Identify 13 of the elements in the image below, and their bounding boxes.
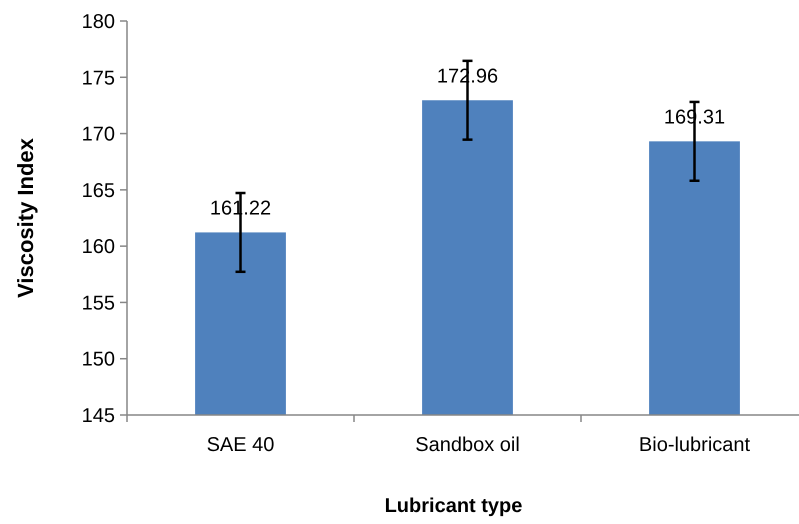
y-tick-label: 150 bbox=[82, 348, 115, 371]
y-tick-label: 145 bbox=[82, 405, 115, 427]
x-tick-label: SAE 40 bbox=[206, 434, 274, 456]
y-tick-label: 175 bbox=[82, 67, 115, 90]
x-tick-label: Bio-lubricant bbox=[638, 434, 751, 456]
y-tick-label: 160 bbox=[82, 236, 115, 258]
y-tick-label: 165 bbox=[82, 180, 115, 202]
y-tick-label: 180 bbox=[82, 11, 115, 33]
y-axis-title: Viscosity Index bbox=[13, 137, 38, 298]
y-tick-label: 155 bbox=[82, 292, 115, 314]
y-tick-label: 170 bbox=[82, 124, 115, 146]
x-axis-title: Lubricant type bbox=[384, 495, 522, 517]
x-tick-label: Sandbox oil bbox=[415, 434, 520, 456]
